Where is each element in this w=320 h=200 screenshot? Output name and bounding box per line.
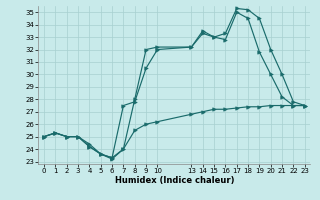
X-axis label: Humidex (Indice chaleur): Humidex (Indice chaleur) [115,176,234,185]
